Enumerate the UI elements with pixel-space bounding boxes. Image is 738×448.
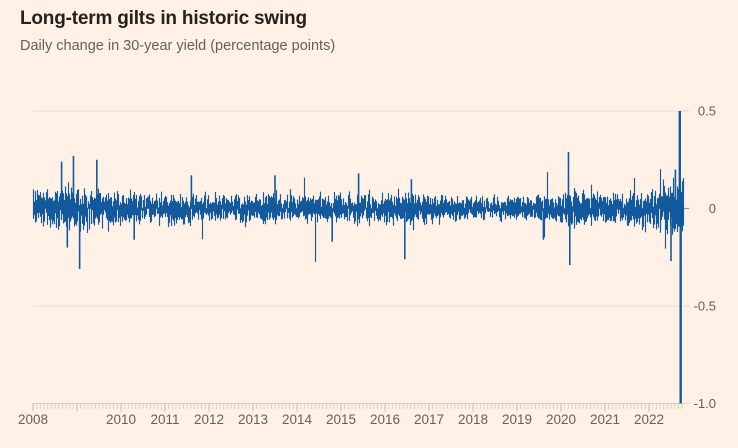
x-tick-label: 2022 — [634, 412, 664, 427]
x-tick-label: 2011 — [150, 412, 179, 427]
chart-subtitle: Daily change in 30-year yield (percentag… — [20, 38, 336, 54]
x-tick-label: 2010 — [106, 412, 136, 427]
chart-title: Long-term gilts in historic swing — [20, 8, 307, 29]
x-tick-label: 2020 — [546, 412, 576, 427]
x-tick-label: 2014 — [282, 412, 313, 427]
y-tick-label: -1.0 — [694, 396, 716, 411]
x-tick-label: 2012 — [194, 412, 224, 427]
y-tick-label: -0.5 — [694, 299, 716, 314]
x-tick-label: 2019 — [502, 412, 532, 427]
x-tick-label: 2018 — [458, 412, 488, 427]
x-tick-label: 2016 — [370, 412, 400, 427]
y-tick-label: 0 — [709, 201, 716, 216]
daily-change-bars — [32, 169, 685, 262]
y-tick-label: 0.5 — [698, 104, 716, 119]
x-tick-label: 2021 — [590, 412, 620, 427]
x-tick-label: 2015 — [326, 412, 356, 427]
x-tick-label: 2017 — [414, 412, 444, 427]
x-tick-label: 2013 — [238, 412, 268, 427]
x-tick-label: 2008 — [18, 412, 48, 427]
